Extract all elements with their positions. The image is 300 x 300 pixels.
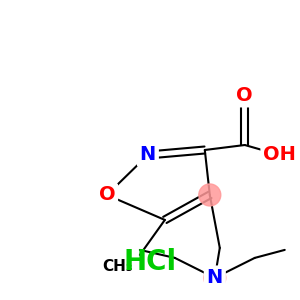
Text: N: N bbox=[207, 268, 223, 287]
Circle shape bbox=[199, 184, 221, 206]
Text: O: O bbox=[236, 85, 253, 105]
Text: HCl: HCl bbox=[123, 248, 176, 276]
Text: CH₃: CH₃ bbox=[103, 260, 133, 274]
Circle shape bbox=[204, 267, 226, 289]
Text: N: N bbox=[140, 146, 156, 164]
Text: O: O bbox=[99, 185, 115, 205]
Text: OH: OH bbox=[263, 146, 296, 164]
